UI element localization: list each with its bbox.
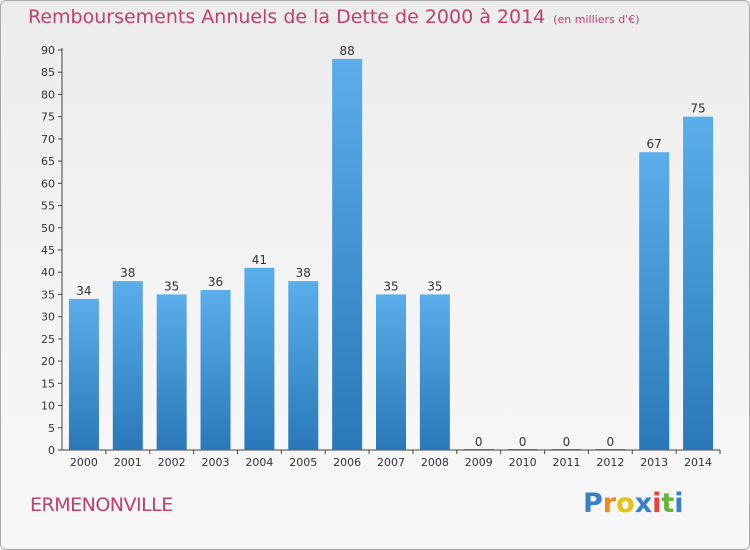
y-tick-label: 45 bbox=[41, 244, 55, 257]
value-label-2009: 0 bbox=[475, 435, 483, 449]
bar-2009 bbox=[463, 449, 494, 450]
logo-letter: r bbox=[602, 488, 617, 519]
y-tick-label: 30 bbox=[41, 311, 55, 324]
commune-name: ERMENONVILLE bbox=[30, 494, 173, 516]
x-tick-label-2013: 2013 bbox=[640, 456, 668, 469]
y-tick-label: 35 bbox=[41, 288, 55, 301]
value-label-2003: 36 bbox=[208, 275, 223, 289]
y-tick-label: 25 bbox=[41, 333, 55, 346]
y-tick-label: 40 bbox=[41, 266, 55, 279]
bar-2005 bbox=[288, 281, 319, 450]
y-tick-label: 70 bbox=[41, 133, 55, 146]
bar-2013 bbox=[639, 152, 670, 450]
chart-unit: (en milliers d'€) bbox=[553, 13, 640, 26]
x-tick-label-2002: 2002 bbox=[158, 456, 186, 469]
y-tick-label: 65 bbox=[41, 155, 55, 168]
y-tick-label: 55 bbox=[41, 200, 55, 213]
value-label-2004: 41 bbox=[252, 253, 267, 267]
chart-title: Remboursements Annuels de la Dette de 20… bbox=[28, 6, 640, 28]
value-label-2000: 34 bbox=[76, 284, 91, 298]
y-tick-label: 60 bbox=[41, 177, 55, 190]
bar-2000 bbox=[68, 298, 99, 450]
x-tick-label-2010: 2010 bbox=[509, 456, 537, 469]
bar-2002 bbox=[156, 294, 187, 450]
x-tick-label-2009: 2009 bbox=[465, 456, 493, 469]
x-tick-label-2012: 2012 bbox=[596, 456, 624, 469]
x-tick-label-2001: 2001 bbox=[114, 456, 142, 469]
y-tick-label: 0 bbox=[48, 444, 55, 457]
bar-2001 bbox=[112, 281, 143, 450]
x-tick-label-2003: 2003 bbox=[202, 456, 230, 469]
y-tick-label: 5 bbox=[48, 422, 55, 435]
bar-2004 bbox=[244, 267, 275, 450]
value-label-2013: 67 bbox=[647, 137, 662, 151]
logo-letter: x bbox=[634, 488, 653, 519]
bar-2011 bbox=[551, 449, 582, 450]
value-label-2005: 38 bbox=[296, 266, 311, 280]
bar-2014 bbox=[683, 116, 714, 451]
bar-2010 bbox=[507, 449, 538, 450]
y-tick-label: 10 bbox=[41, 400, 55, 413]
y-tick-label: 15 bbox=[41, 377, 55, 390]
value-label-2014: 75 bbox=[690, 102, 705, 116]
x-tick-label-2008: 2008 bbox=[421, 456, 449, 469]
logo-letter: i bbox=[652, 488, 662, 519]
bar-2003 bbox=[200, 290, 231, 450]
value-label-2001: 38 bbox=[120, 266, 135, 280]
data-labels: 34 38 35 36 41 38 88 35 35 0 0 0 0 67 75 bbox=[76, 44, 705, 449]
logo-letter: o bbox=[616, 488, 635, 519]
logo-letter: P bbox=[583, 488, 603, 519]
logo-letter: i bbox=[674, 488, 684, 519]
y-tick-label: 20 bbox=[41, 355, 55, 368]
value-label-2012: 0 bbox=[607, 435, 615, 449]
logo-letter: t bbox=[661, 488, 675, 519]
x-tick-label-2006: 2006 bbox=[333, 456, 361, 469]
bar-2006 bbox=[332, 58, 363, 451]
bars bbox=[68, 58, 714, 451]
x-tick-label-2014: 2014 bbox=[684, 456, 712, 469]
x-tick-label-2011: 2011 bbox=[552, 456, 580, 469]
value-label-2008: 35 bbox=[427, 279, 442, 293]
value-label-2007: 35 bbox=[383, 279, 398, 293]
x-tick-label-2000: 2000 bbox=[70, 456, 98, 469]
y-tick-label: 90 bbox=[41, 44, 55, 57]
proxiti-logo[interactable]: Proxiti bbox=[583, 488, 684, 519]
value-label-2010: 0 bbox=[519, 435, 527, 449]
value-label-2011: 0 bbox=[563, 435, 571, 449]
y-tick-label: 85 bbox=[41, 66, 55, 79]
x-tick-label-2007: 2007 bbox=[377, 456, 405, 469]
x-tick-label-2005: 2005 bbox=[289, 456, 317, 469]
x-tick-label-2004: 2004 bbox=[245, 456, 273, 469]
y-tick-label: 80 bbox=[41, 88, 55, 101]
y-tick-label: 75 bbox=[41, 111, 55, 124]
chart-title-text: Remboursements Annuels de la Dette de 20… bbox=[28, 6, 546, 28]
y-tick-label: 50 bbox=[41, 222, 55, 235]
value-label-2006: 88 bbox=[339, 44, 354, 58]
bar-2008 bbox=[419, 294, 450, 450]
value-label-2002: 35 bbox=[164, 279, 179, 293]
axes: 0 5 10 15 20 25 30 35 40 45 50 55 60 65 70 75 80 85 90 2000… bbox=[41, 44, 721, 469]
bar-2012 bbox=[595, 449, 626, 450]
bar-2007 bbox=[376, 294, 406, 450]
